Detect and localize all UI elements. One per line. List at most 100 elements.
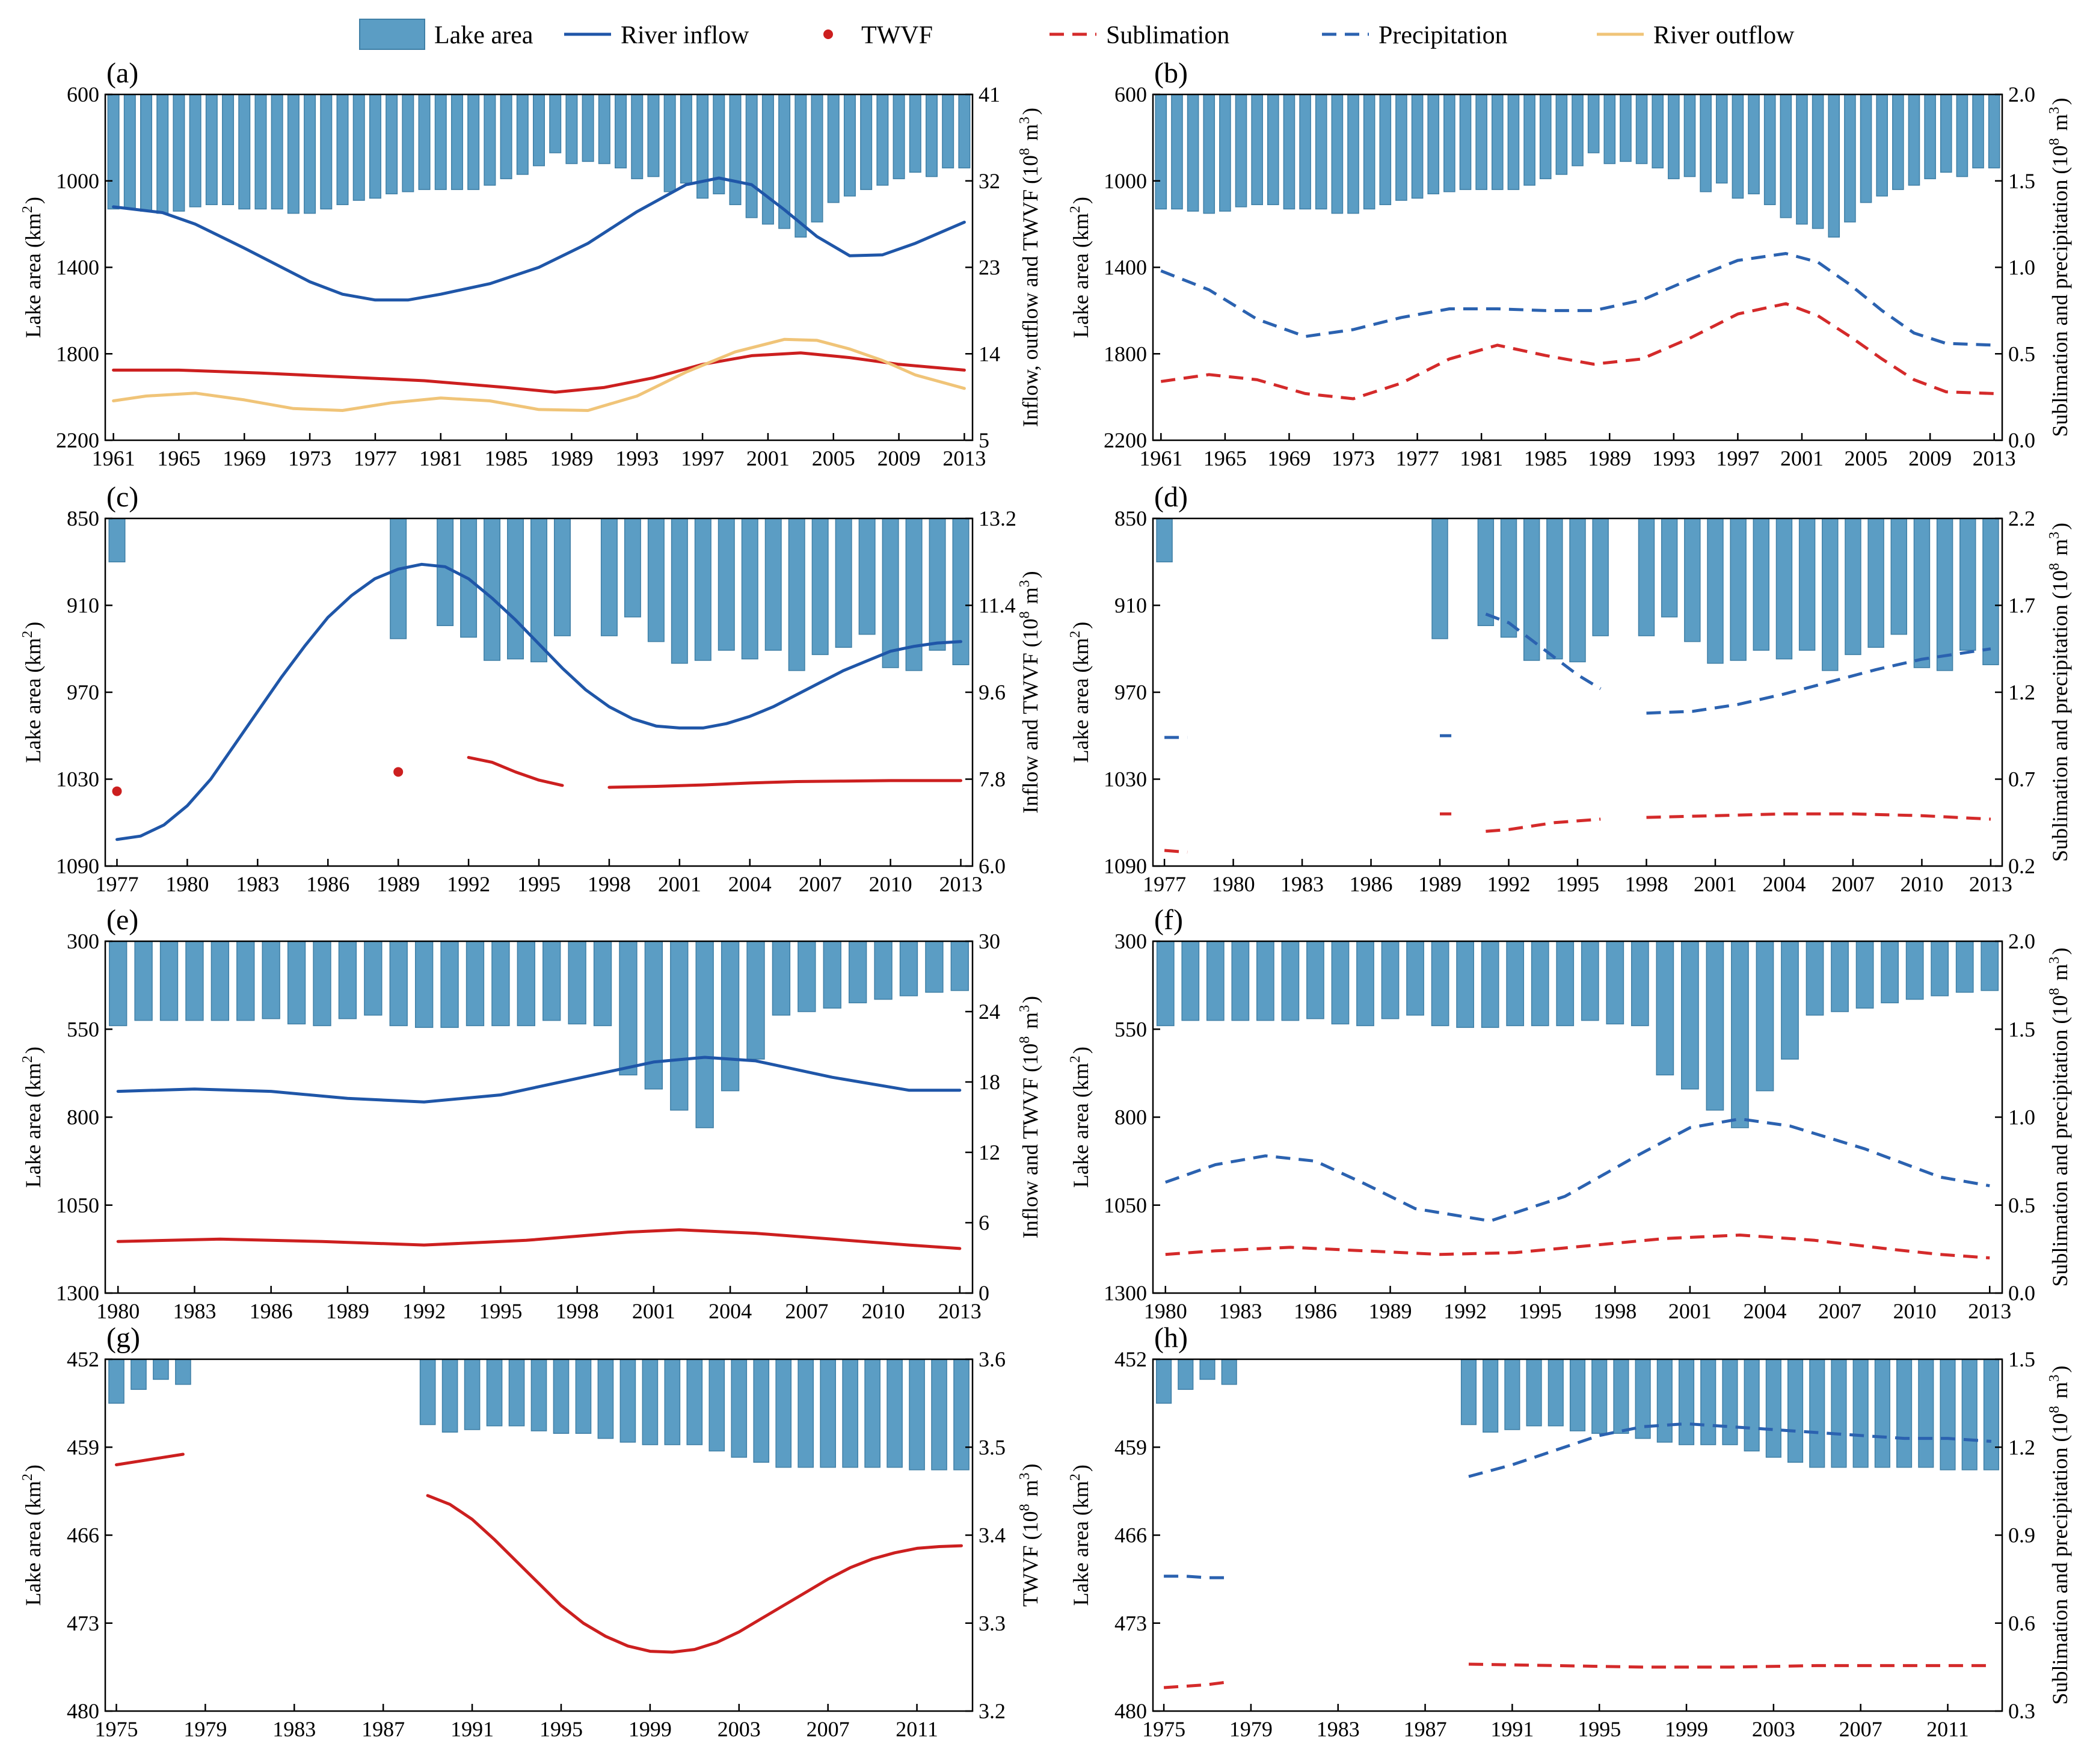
lake-area-bar (1681, 941, 1699, 1090)
lake-area-bar (887, 1359, 903, 1468)
x-tick-label: 2007 (1839, 1717, 1882, 1741)
x-tick-label: 2004 (1743, 1299, 1786, 1323)
x-tick-label: 1989 (376, 872, 420, 896)
lake-area-bar (670, 941, 689, 1111)
x-tick-label: 2001 (658, 872, 701, 896)
lake-area-bar (1283, 94, 1295, 210)
x-tick-label: 1983 (1219, 1299, 1262, 1323)
lake-area-bar (1913, 518, 1931, 668)
y-tick-label: 473 (1114, 1611, 1147, 1635)
y2-tick-label: 1.2 (2008, 1435, 2035, 1459)
legend-item: Sublimation (1050, 22, 1229, 49)
x-tick-label: 1980 (1212, 872, 1255, 896)
panel-f: 1980 1983 1986 1989 1992 1995 1998 2001 2004 2007… (1068, 904, 2072, 1323)
x-tick-label: 2007 (799, 872, 842, 896)
y-axis-left: 600 1000 1400 1800 2200 (1104, 82, 1160, 452)
x-tick-label: 1989 (1418, 872, 1461, 896)
lake-area-bar (1867, 518, 1884, 648)
lake-area-bar (173, 94, 185, 212)
lake-area-bar (1235, 94, 1247, 207)
lake-area-bar (386, 94, 398, 195)
lake-area-bar (1526, 1359, 1542, 1427)
y-tick-label: 2200 (56, 428, 99, 452)
y-tick-label: 1000 (56, 169, 99, 193)
lake-area-bar (352, 94, 365, 201)
lake-area-bar (1683, 94, 1696, 177)
x-tick-label: 2007 (1818, 1299, 1861, 1323)
panel-e: 1980 1983 1986 1989 1992 1995 1998 2001 2004 2007… (20, 904, 1042, 1323)
lake-area-bar (1982, 518, 1999, 665)
y-tick-label: 600 (67, 82, 99, 106)
x-tick-label: 2010 (862, 1299, 905, 1323)
lake-area-bar (1765, 1359, 1781, 1458)
y-axis-right: 2.2 1.7 1.2 0.7 0.2 (1995, 506, 2035, 878)
lake-area-bar (464, 1359, 481, 1430)
y2-tick-label: 1.0 (2008, 1105, 2035, 1129)
lake-area-bar (1732, 94, 1744, 199)
lake-area-bar (1569, 1359, 1586, 1431)
y-tick-label: 970 (1114, 680, 1147, 704)
lake-area-bar (1546, 518, 1563, 660)
lake-area-bar (508, 1359, 525, 1427)
lake-area-bar (491, 941, 510, 1027)
x-tick-label: 2001 (1694, 872, 1737, 896)
lake-area-bar (530, 1359, 547, 1431)
lake-area-bar (1203, 94, 1216, 214)
x-tick-label: 2013 (942, 446, 986, 470)
lake-area-bar (1411, 94, 1424, 199)
lake-area-bar (211, 941, 230, 1021)
sublimation-line (1164, 849, 1188, 854)
lake-area-bar (1155, 94, 1167, 210)
lake-area-bar (1460, 1359, 1477, 1425)
lake-area-bar (619, 1359, 636, 1443)
lake-area-bar (745, 94, 758, 218)
x-tick-label: 1975 (1142, 1717, 1185, 1741)
river-inflow-line (116, 1056, 962, 1104)
y2-tick-label: 24 (979, 1000, 1000, 1024)
lake-area-bar (929, 518, 946, 651)
lake-area-bar (1219, 94, 1231, 212)
lake-area-bar (1613, 1359, 1629, 1434)
y2-tick-label: 1.0 (2008, 256, 2035, 280)
lake-area-bars (108, 1359, 970, 1471)
y-axis-left: 300 550 800 1050 1300 (1104, 929, 1160, 1305)
lake-area-bar (156, 94, 169, 214)
x-axis: 1980 1983 1986 1989 1992 1995 1998 2001 2004 2007… (1144, 1286, 2011, 1323)
panel-d: 1977 1980 1983 1986 1989 1992 1995 1998 2001 2004… (1068, 481, 2072, 896)
lake-area-bar (708, 1359, 725, 1452)
lake-area-bar (1855, 941, 1874, 1009)
lake-area-bar (1315, 94, 1327, 210)
lake-area-bar (1852, 1359, 1869, 1468)
lake-area-bar (1592, 518, 1609, 636)
lake-area-bar (1753, 518, 1770, 651)
y2-tick-label: 5 (979, 428, 989, 452)
y2-tick-label: 23 (979, 256, 1000, 280)
lake-area-bar (175, 1359, 191, 1385)
y-axis-title: Lake area (km2 ) (20, 1464, 45, 1606)
x-tick-label: 2011 (896, 1717, 938, 1741)
sublimation-line (1163, 1680, 1230, 1689)
y-tick-label: 1000 (1104, 169, 1147, 193)
y2-tick-label: 12 (979, 1140, 1000, 1164)
lake-area-bar (108, 1359, 124, 1404)
x-axis: 1961 1965 1969 1973 1977 1981 1985 1989 1993 1997… (1139, 433, 2016, 470)
lake-area-bar (1481, 941, 1499, 1028)
lake-area-bar (565, 94, 578, 164)
lake-area-bar (874, 941, 893, 1000)
lake-area-bars (109, 941, 969, 1128)
y2-tick-label: 3.6 (979, 1347, 1006, 1371)
sublimation-line (1165, 1234, 1990, 1259)
lake-area-bar (1844, 94, 1856, 223)
y2-tick-label: 1.5 (2008, 169, 2035, 193)
y-axis-title: Lake area (km2 ) (1068, 1464, 1093, 1606)
x-tick-label: 2001 (746, 446, 790, 470)
lake-area-bar (1363, 94, 1375, 210)
y-tick-label: 466 (67, 1523, 99, 1547)
sublimation-line (1646, 812, 1991, 821)
x-tick-label: 1986 (1350, 872, 1393, 896)
lake-area-bar (1656, 941, 1674, 1076)
x-tick-label: 1989 (550, 446, 593, 470)
lake-area-bar (1555, 94, 1568, 175)
x-tick-label: 1999 (629, 1717, 672, 1741)
y2-tick-label: 0.0 (2008, 428, 2035, 452)
